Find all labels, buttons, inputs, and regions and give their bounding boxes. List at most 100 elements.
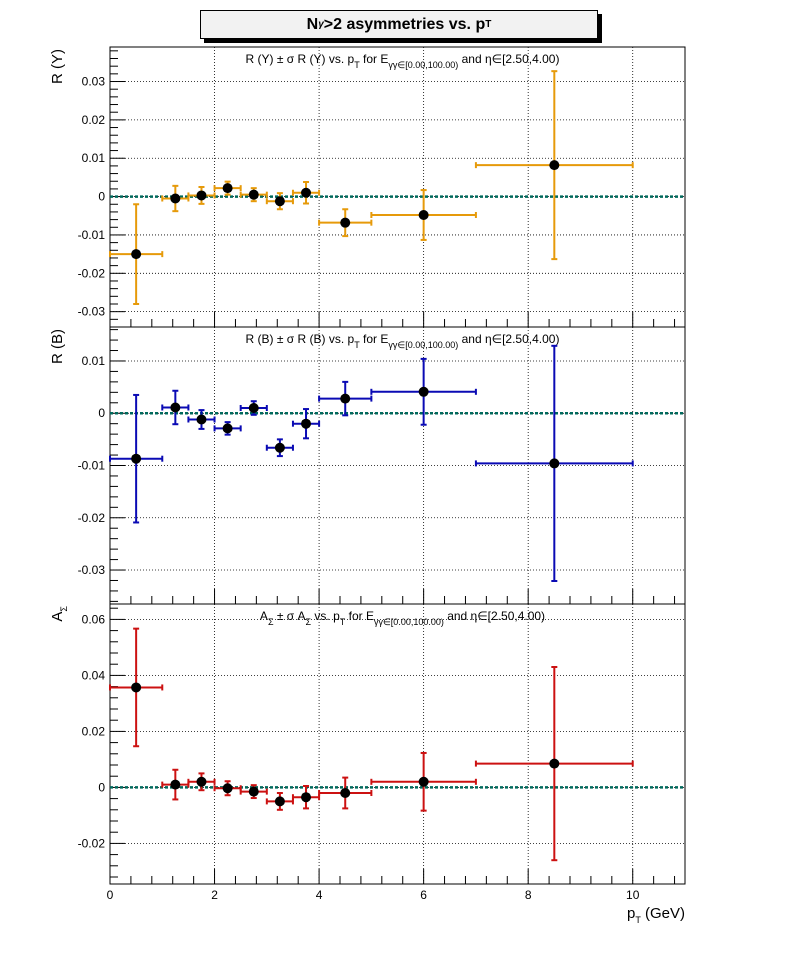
- data-point: [109, 393, 164, 524]
- data-point: [265, 792, 294, 811]
- plot-frame: [109, 326, 686, 605]
- data-marker: [340, 788, 351, 798]
- data-point: [291, 785, 321, 810]
- data-point: [213, 780, 242, 797]
- y-tick-label: 0.03: [82, 75, 106, 89]
- data-marker: [248, 786, 259, 797]
- y-tick-label: -0.01: [78, 228, 106, 242]
- data-marker: [222, 183, 233, 194]
- data-point: [291, 408, 321, 440]
- x-tick-label: 8: [525, 888, 532, 902]
- y-axis-title: AΣ: [49, 606, 69, 622]
- y-tick-label: 0: [98, 190, 105, 204]
- data-point: [239, 784, 268, 800]
- data-point: [187, 186, 216, 205]
- y-axis-title: R (B): [49, 329, 66, 364]
- figure-title-subscript-2: T: [485, 19, 492, 30]
- data-marker: [248, 189, 259, 200]
- data-marker: [301, 187, 312, 198]
- data-marker: [418, 210, 429, 220]
- data-marker: [170, 193, 181, 204]
- data-marker: [418, 776, 429, 787]
- data-point: [239, 400, 268, 416]
- data-point: [109, 627, 164, 748]
- data-marker: [549, 458, 560, 469]
- y-tick-label: 0.01: [82, 354, 106, 368]
- data-point: [474, 666, 634, 862]
- data-marker: [131, 682, 142, 693]
- data-point: [213, 421, 242, 436]
- panel-2: -0.03 -0.02 -0.01 0 0.01 R (B) ± σ R (B) vs. …: [49, 326, 686, 605]
- y-tick-label: 0: [98, 406, 105, 420]
- x-tick-label: 4: [316, 888, 323, 902]
- y-tick-label: 0.04: [82, 668, 106, 682]
- plot-frame: [109, 603, 686, 885]
- data-marker: [549, 758, 560, 769]
- data-point: [161, 184, 190, 213]
- y-axis-title: R (Y): [49, 49, 66, 84]
- y-tick-label: -0.02: [78, 266, 106, 280]
- data-point: [370, 189, 477, 241]
- data-point: [318, 380, 373, 417]
- data-marker: [274, 442, 285, 453]
- data-marker: [131, 453, 142, 464]
- data-point: [474, 344, 634, 583]
- panel-1: -0.03 -0.02 -0.01 0 0.01 0.02 0.03 R (Y) ± σ R …: [49, 46, 686, 328]
- data-marker: [340, 393, 351, 404]
- data-point: [291, 181, 321, 205]
- data-point: [187, 772, 216, 792]
- data-marker: [170, 402, 181, 413]
- data-marker: [222, 423, 233, 434]
- data-marker: [196, 190, 207, 201]
- data-point: [213, 180, 242, 196]
- y-tick-label: 0: [98, 780, 105, 794]
- x-tick-label: 2: [211, 888, 218, 902]
- data-point: [239, 187, 268, 203]
- data-marker: [196, 414, 207, 425]
- y-tick-label: -0.03: [78, 305, 106, 319]
- data-marker: [418, 386, 429, 397]
- y-tick-label: -0.03: [78, 563, 106, 577]
- figure-title-rest: >2 asymmetries vs. p: [323, 15, 486, 33]
- panel-3: -0.02 0 0.02 0.04 0.06 AΣ ± σ AΣ vs. pT for E…: [49, 603, 686, 902]
- data-point: [187, 409, 216, 430]
- data-marker: [131, 249, 142, 260]
- y-tick-label: 0.06: [82, 612, 106, 626]
- data-point: [370, 751, 477, 812]
- data-point: [109, 203, 164, 305]
- y-tick-label: 0.02: [82, 724, 106, 738]
- data-marker: [301, 418, 312, 429]
- y-tick-label: -0.02: [78, 836, 106, 850]
- panel-title: AΣ ± σ AΣ vs. pT for Eγγ∈[0.00,100.00) a…: [260, 609, 545, 627]
- x-tick-label: 10: [626, 888, 640, 902]
- data-point: [318, 776, 373, 810]
- x-axis-title: pT (GeV): [627, 905, 685, 925]
- data-point: [474, 70, 634, 261]
- y-tick-label: -0.01: [78, 459, 106, 473]
- y-tick-label: -0.02: [78, 511, 106, 525]
- plot-frame: [109, 46, 686, 328]
- data-marker: [248, 403, 259, 414]
- panel-title: R (Y) ± σ R (Y) vs. pT for Eγγ∈[0.00,100…: [246, 52, 560, 70]
- y-tick-label: 0.01: [82, 151, 106, 165]
- x-tick-label: 6: [420, 888, 427, 902]
- data-marker: [196, 776, 207, 787]
- data-point: [370, 357, 477, 426]
- y-tick-label: 0.02: [82, 113, 106, 127]
- data-point: [161, 768, 190, 801]
- data-marker: [222, 783, 233, 794]
- data-marker: [274, 796, 285, 807]
- data-marker: [549, 160, 560, 171]
- data-point: [318, 208, 373, 238]
- data-marker: [274, 196, 285, 207]
- figure-title-subscript: γ: [318, 19, 324, 30]
- data-marker: [340, 217, 351, 228]
- data-marker: [170, 779, 181, 790]
- figure-title-main: N: [306, 15, 319, 33]
- data-point: [265, 192, 294, 211]
- panel-title: R (B) ± σ R (B) vs. pT for Eγγ∈[0.00,100…: [246, 332, 560, 350]
- data-marker: [301, 792, 312, 803]
- data-point: [265, 438, 294, 458]
- data-point: [161, 389, 190, 426]
